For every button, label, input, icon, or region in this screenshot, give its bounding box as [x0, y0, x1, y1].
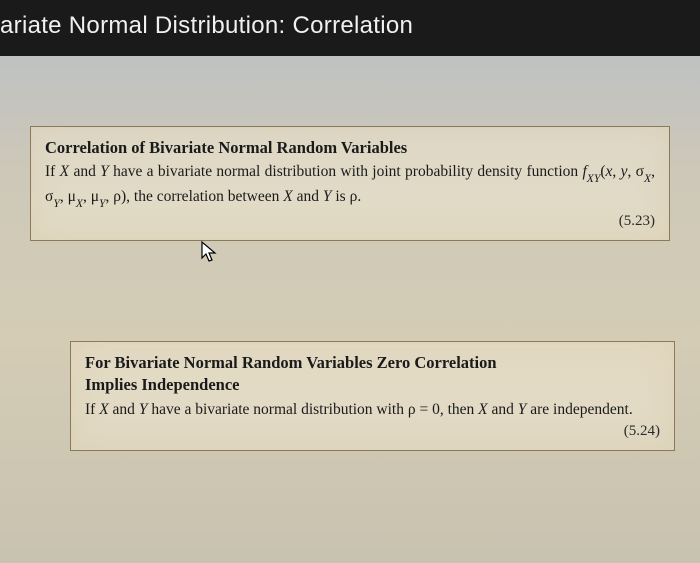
b2-varx2: X [478, 401, 487, 418]
equation-number-2: (5.24) [85, 423, 660, 440]
b2-prefix: If [85, 401, 99, 418]
text-prefix: If [45, 163, 60, 180]
theorem-title-2: For Bivariate Normal Random Variables Ze… [85, 352, 660, 397]
text-end: is ρ. [332, 188, 362, 205]
theorem-box-correlation: Correlation of Bivariate Normal Random V… [30, 126, 670, 241]
slide-title: ariate Normal Distribution: Correlation [0, 12, 413, 39]
text-and2: and [293, 188, 323, 205]
slide-header: ariate Normal Distribution: Correlation [0, 0, 700, 56]
mux: X [76, 197, 83, 210]
var-x2: X [283, 188, 292, 205]
b2-and1: and [109, 401, 139, 418]
text-mid2: , the correlation between [126, 188, 283, 205]
c1: , [612, 163, 620, 180]
sigy: Y [53, 197, 59, 210]
theorem-body-1: If X and Y have a bivariate normal distr… [45, 161, 655, 211]
b2-end: are independent. [526, 401, 632, 418]
equation-number-1: (5.23) [45, 213, 655, 230]
theorem-title-1: Correlation of Bivariate Normal Random V… [45, 137, 655, 159]
b2-varx: X [99, 401, 108, 418]
muy: Y [99, 197, 105, 210]
var-x: X [60, 163, 69, 180]
c2: , σ [627, 163, 644, 180]
b2-and2: and [488, 401, 518, 418]
func-sub: XY [587, 172, 601, 185]
var-y: Y [100, 163, 109, 180]
content-area: Correlation of Bivariate Normal Random V… [0, 56, 700, 451]
c5: , μ [83, 188, 99, 205]
var-y2: Y [323, 188, 332, 205]
c4: , μ [60, 188, 76, 205]
b2-mid: have a bivariate normal distribution wit… [147, 401, 478, 418]
sigx: X [644, 172, 651, 185]
title2-line2: Implies Independence [85, 375, 239, 394]
text-mid1: have a bivariate normal distribution wit… [109, 163, 583, 180]
theorem-body-2: If X and Y have a bivariate normal distr… [85, 399, 660, 421]
theorem-box-independence: For Bivariate Normal Random Variables Ze… [70, 341, 675, 451]
title2-line1: For Bivariate Normal Random Variables Ze… [85, 353, 497, 372]
c6: , ρ) [106, 188, 127, 205]
text-and: and [69, 163, 100, 180]
